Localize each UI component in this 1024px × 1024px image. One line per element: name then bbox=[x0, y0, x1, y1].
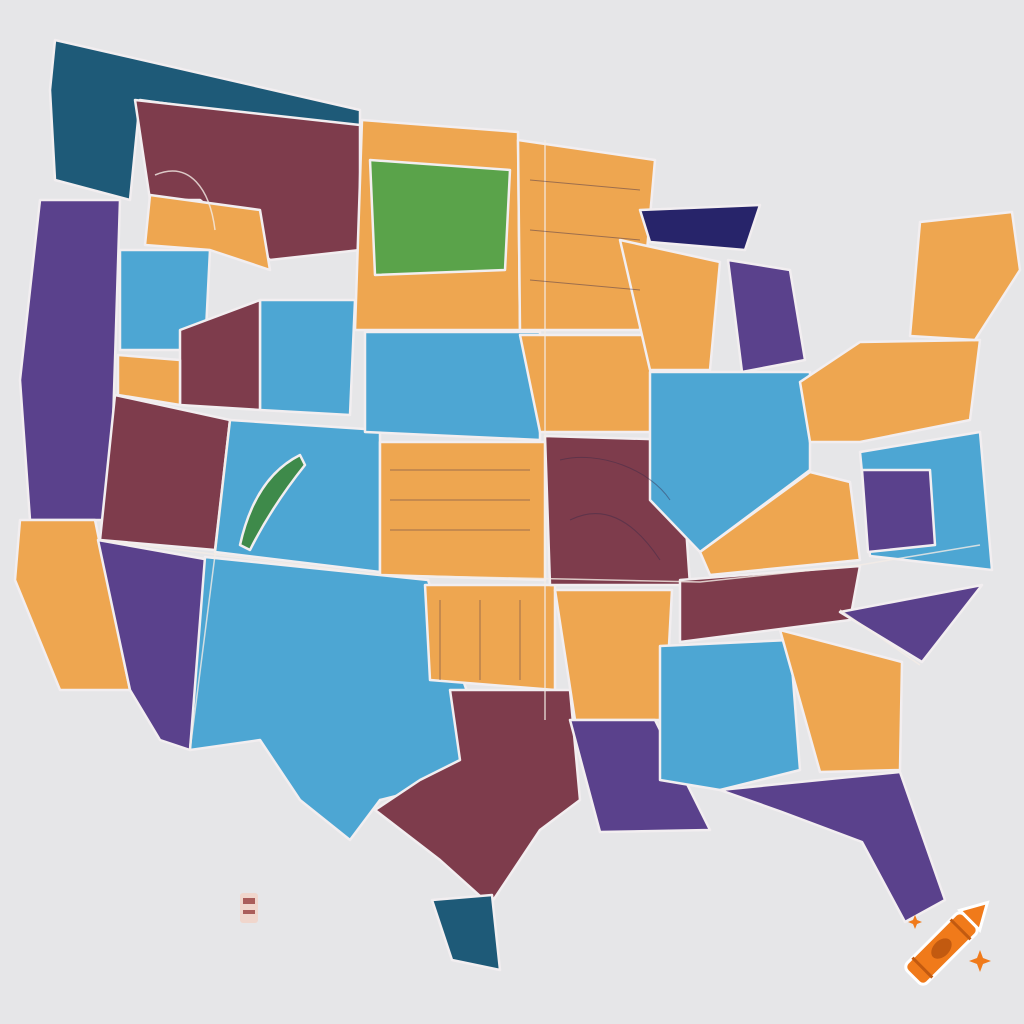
region-carolina bbox=[838, 583, 984, 664]
region-nevada bbox=[96, 538, 212, 752]
lake-feature bbox=[238, 453, 307, 552]
region-tennessee bbox=[678, 564, 862, 644]
region-pennsylvania-newyork bbox=[798, 338, 982, 444]
region-alabama bbox=[658, 638, 802, 792]
region-wyoming bbox=[213, 418, 382, 574]
region-idaho-east bbox=[143, 193, 272, 272]
region-oregon-south bbox=[116, 353, 182, 407]
sparkle-icon-small bbox=[908, 915, 922, 929]
region-oklahoma bbox=[423, 583, 557, 692]
region-kansas bbox=[378, 440, 547, 582]
region-arkansas bbox=[553, 588, 674, 722]
region-texas-tip bbox=[430, 893, 502, 972]
region-georgia bbox=[778, 628, 904, 774]
region-nebraska bbox=[363, 330, 542, 442]
crayon-logo-icon bbox=[904, 900, 990, 986]
region-northwest-coast bbox=[48, 38, 362, 202]
state-regions bbox=[13, 38, 1022, 972]
stamp-icon bbox=[240, 893, 258, 923]
region-texas bbox=[373, 688, 582, 907]
region-pacific-coast bbox=[18, 198, 122, 522]
region-nevada-north bbox=[98, 393, 232, 552]
region-dakotas-green bbox=[368, 158, 512, 277]
region-wisconsin bbox=[618, 238, 722, 372]
region-louisiana bbox=[568, 718, 712, 834]
sparkle-icon bbox=[969, 950, 991, 972]
region-lake-superior bbox=[638, 203, 762, 252]
region-iowa bbox=[518, 333, 654, 434]
road-lines bbox=[99, 140, 981, 751]
region-virginia-west bbox=[860, 468, 937, 554]
region-florida bbox=[718, 770, 947, 924]
region-new-england bbox=[908, 210, 1022, 342]
region-ohio-kentucky bbox=[698, 470, 862, 577]
region-michigan bbox=[726, 258, 807, 374]
region-california-south bbox=[13, 518, 132, 692]
region-utah-north bbox=[258, 298, 357, 417]
